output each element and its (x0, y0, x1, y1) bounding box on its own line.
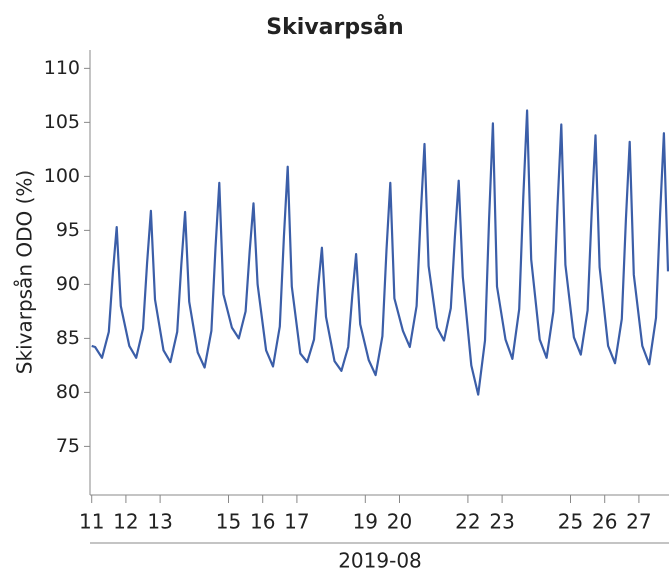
x-tick-label: 22 (455, 510, 480, 534)
data-line (91, 109, 669, 396)
x-tick-label: 12 (113, 510, 138, 534)
x-axis-label: 2019-08 (338, 549, 422, 573)
y-axis-label: Skivarpsån ODO (%) (13, 170, 37, 374)
y-tick-label: 90 (56, 273, 80, 295)
y-tick-label: 85 (56, 327, 80, 349)
x-tick-label: 13 (147, 510, 172, 534)
chart-title: Skivarpsån (266, 14, 403, 40)
y-tick-label: 100 (44, 165, 80, 187)
x-tick-label: 20 (387, 510, 412, 534)
x-tick-label: 11 (79, 510, 104, 534)
y-tick-label: 95 (56, 219, 80, 241)
x-tick-label: 27 (626, 510, 651, 534)
x-tick-label: 19 (353, 510, 378, 534)
x-tick-label: 16 (250, 510, 275, 534)
x-tick-label: 17 (284, 510, 309, 534)
x-tick-label: 26 (592, 510, 617, 534)
y-tick-label: 75 (56, 435, 80, 457)
x-tick-label: 25 (558, 510, 583, 534)
x-tick-label: 23 (489, 510, 514, 534)
y-tick-label: 110 (44, 57, 80, 79)
y-tick-label: 80 (56, 381, 80, 403)
y-tick-label: 105 (44, 111, 80, 133)
x-tick-label: 15 (216, 510, 241, 534)
